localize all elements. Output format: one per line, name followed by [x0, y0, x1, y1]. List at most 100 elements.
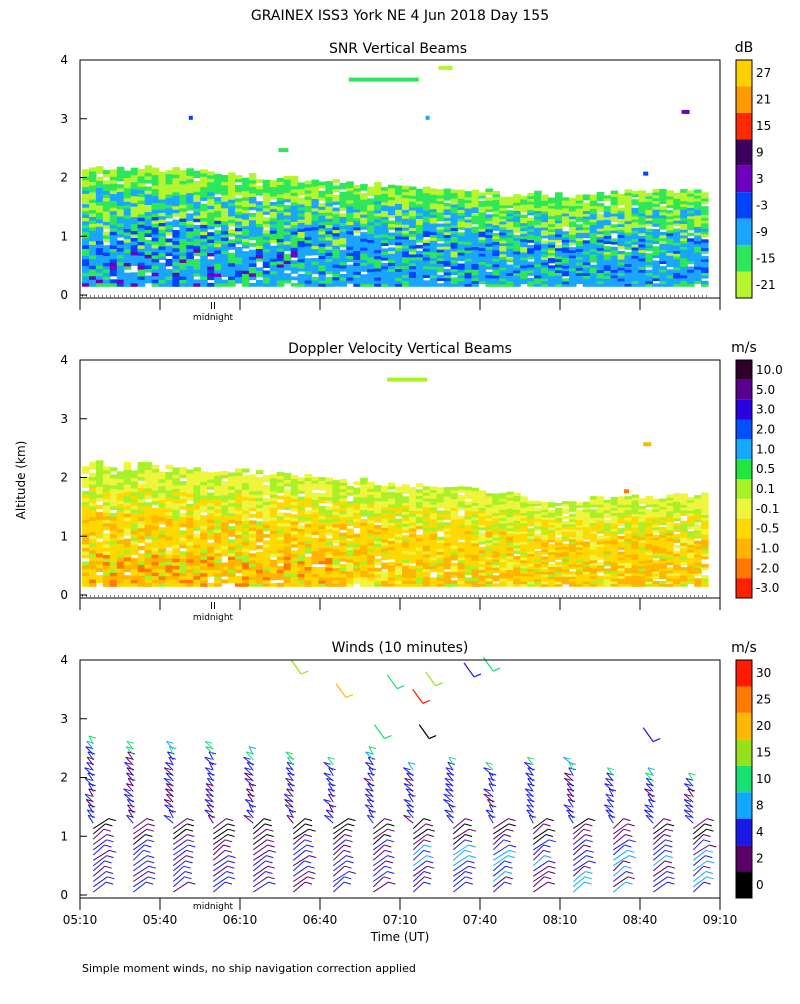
field-cell [228, 526, 236, 530]
field-cell [381, 492, 389, 496]
field-cell [625, 195, 633, 198]
field-cell [312, 283, 320, 287]
field-cell [186, 234, 194, 238]
field-cell [172, 579, 180, 583]
field-cell [242, 469, 250, 473]
field-cell [103, 470, 111, 474]
field-cell [117, 540, 125, 544]
field-cell [166, 515, 174, 519]
field-cell [242, 576, 250, 580]
field-cell [110, 488, 118, 492]
field-cell [638, 238, 646, 241]
colorbar-swatch [736, 192, 752, 218]
field-cell [96, 219, 104, 223]
field-cell [256, 201, 264, 205]
field-cell [96, 546, 104, 550]
field-cell [152, 558, 160, 562]
field-cell [291, 234, 299, 238]
field-cell [687, 238, 695, 241]
field-cell [284, 277, 292, 281]
field-cell [423, 225, 431, 229]
field-cell [235, 479, 243, 483]
field-cell [89, 283, 97, 287]
field-cell [179, 225, 187, 229]
field-cell [597, 203, 605, 206]
field-cell [472, 207, 480, 210]
field-cell [152, 265, 160, 269]
field-cell [96, 191, 104, 195]
field-cell [277, 178, 285, 182]
field-cell [291, 247, 299, 251]
y-tick-label: 2 [60, 171, 68, 185]
field-cell [152, 547, 160, 551]
field-cell [332, 580, 340, 584]
field-cell [388, 513, 396, 517]
field-cell [82, 242, 90, 246]
field-cell [89, 269, 97, 273]
field-cell [451, 563, 459, 567]
field-cell [131, 283, 139, 287]
field-cell [152, 220, 160, 224]
field-cell [597, 214, 605, 217]
field-cell [103, 540, 111, 544]
field-cell [242, 552, 250, 556]
field-cell [312, 249, 320, 253]
field-cell [103, 488, 111, 492]
field-cell [472, 215, 480, 218]
field-cell [103, 473, 111, 477]
field-cell [172, 555, 180, 559]
field-cell [186, 573, 194, 577]
field-cell [166, 238, 174, 242]
field-cell [256, 487, 264, 491]
field-cell [89, 568, 97, 572]
field-cell [228, 479, 236, 483]
field-cell [207, 182, 215, 186]
field-cell [346, 523, 354, 527]
field-cell [242, 545, 250, 549]
field-cell [110, 579, 118, 583]
field-cell [96, 527, 104, 531]
field-cell [172, 234, 180, 238]
field-cell [312, 258, 320, 262]
field-cell [186, 265, 194, 269]
field-cell [312, 538, 320, 542]
field-cell [235, 198, 243, 202]
field-cell [256, 532, 264, 536]
field-cell [152, 178, 160, 182]
field-cell [117, 279, 125, 283]
field-cell [221, 579, 229, 583]
field-cell [186, 203, 194, 207]
field-cell [179, 187, 187, 191]
field-cell [694, 266, 702, 269]
field-cell [124, 564, 132, 568]
field-cell [159, 534, 167, 538]
field-cell [242, 500, 250, 504]
field-cell [89, 542, 97, 546]
field-cell [687, 281, 695, 284]
field-cell [145, 542, 153, 546]
field-cell [458, 569, 466, 573]
field-cell [458, 516, 466, 520]
field-cell [284, 247, 292, 251]
field-cell [409, 566, 417, 570]
field-cell [186, 213, 194, 217]
field-cell [179, 194, 187, 198]
field-cell [186, 494, 194, 498]
field-cell [263, 271, 271, 275]
field-cell [207, 499, 215, 503]
field-cell [179, 583, 187, 587]
field-cell [193, 481, 201, 485]
field-cell [339, 274, 347, 278]
field-cell [332, 245, 340, 249]
field-cell [193, 174, 201, 178]
field-cell [179, 170, 187, 174]
field-cell [96, 184, 104, 188]
field-cell [277, 566, 285, 570]
field-cell [472, 278, 480, 281]
field-cell [179, 211, 187, 215]
field-cell [256, 186, 264, 190]
field-cell [159, 493, 167, 497]
field-cell [96, 479, 104, 483]
field-cell [89, 265, 97, 269]
field-cell [82, 221, 90, 225]
